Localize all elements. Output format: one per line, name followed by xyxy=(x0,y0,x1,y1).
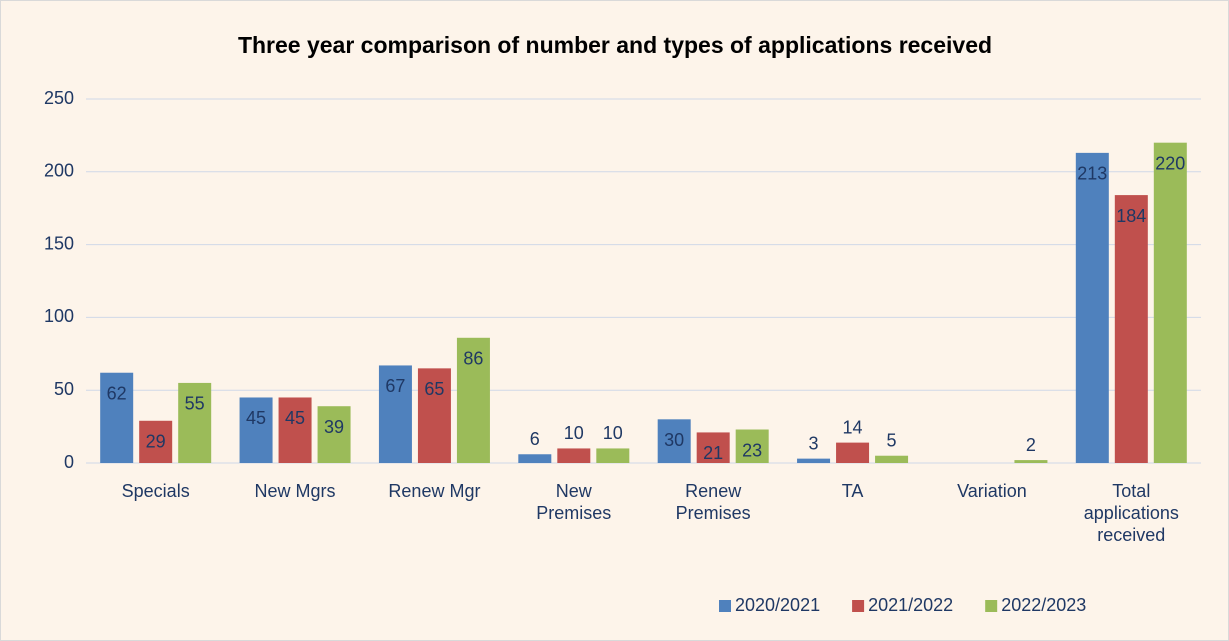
y-tick-label: 200 xyxy=(44,161,74,181)
data-label: 21 xyxy=(703,443,723,463)
data-label: 55 xyxy=(185,394,205,414)
legend-swatch xyxy=(719,600,731,612)
legend-swatch xyxy=(985,600,998,612)
bar xyxy=(696,432,730,463)
data-label: 3 xyxy=(809,433,819,453)
bar xyxy=(836,442,870,463)
data-label: 14 xyxy=(843,417,863,437)
bar xyxy=(657,419,691,463)
legend-label: 2022/2023 xyxy=(1001,595,1086,615)
data-label: 67 xyxy=(385,376,405,396)
x-tick-label: New Mgrs xyxy=(254,481,336,501)
bar xyxy=(1153,142,1187,463)
bar xyxy=(1075,152,1109,463)
data-label: 23 xyxy=(742,440,762,460)
x-tick-label: Renew Premises xyxy=(675,481,751,523)
data-label: 6 xyxy=(530,429,540,449)
y-tick-label: 250 xyxy=(44,88,74,108)
x-tick-label: Renew Mgr xyxy=(388,481,481,501)
bar xyxy=(317,406,351,463)
chart-title: Three year comparison of number and type… xyxy=(238,32,992,58)
data-label: 2 xyxy=(1026,435,1036,455)
bar xyxy=(378,365,412,463)
data-label: 184 xyxy=(1116,206,1146,226)
x-tick-label: Variation xyxy=(957,481,1027,501)
data-label: 220 xyxy=(1155,153,1185,173)
x-tick-label: Total applications received xyxy=(1083,481,1179,545)
x-tick-label: New Premises xyxy=(536,481,612,523)
y-tick-label: 50 xyxy=(54,379,74,399)
data-label: 10 xyxy=(603,423,623,443)
bar xyxy=(596,448,630,463)
bar xyxy=(797,458,831,463)
legend-swatch xyxy=(852,600,865,612)
x-tick-label: TA xyxy=(841,481,864,501)
bar xyxy=(417,368,451,463)
x-tick-label: Specials xyxy=(121,481,190,501)
bar xyxy=(875,455,909,463)
y-tick-label: 150 xyxy=(44,233,74,253)
bar xyxy=(178,382,212,463)
data-label: 86 xyxy=(463,349,483,369)
legend-label: 2020/2021 xyxy=(735,595,820,615)
data-label: 30 xyxy=(664,430,684,450)
bar xyxy=(1114,195,1148,463)
legend-label: 2021/2022 xyxy=(868,595,953,615)
bar xyxy=(278,397,312,463)
bar xyxy=(735,429,769,463)
bar xyxy=(557,448,591,463)
data-label: 29 xyxy=(146,432,166,452)
data-label: 213 xyxy=(1077,164,1107,184)
bar xyxy=(518,454,552,463)
bar xyxy=(239,397,273,463)
y-tick-label: 100 xyxy=(44,306,74,326)
data-label: 5 xyxy=(887,430,897,450)
data-label: 45 xyxy=(285,408,305,428)
data-label: 10 xyxy=(564,423,584,443)
bar xyxy=(100,372,134,463)
bar xyxy=(1014,460,1048,463)
data-label: 62 xyxy=(107,383,127,403)
y-tick-label: 0 xyxy=(64,452,74,472)
data-label: 65 xyxy=(424,379,444,399)
bar xyxy=(139,420,173,463)
bar xyxy=(456,337,490,463)
data-label: 39 xyxy=(324,417,344,437)
data-label: 45 xyxy=(246,408,266,428)
